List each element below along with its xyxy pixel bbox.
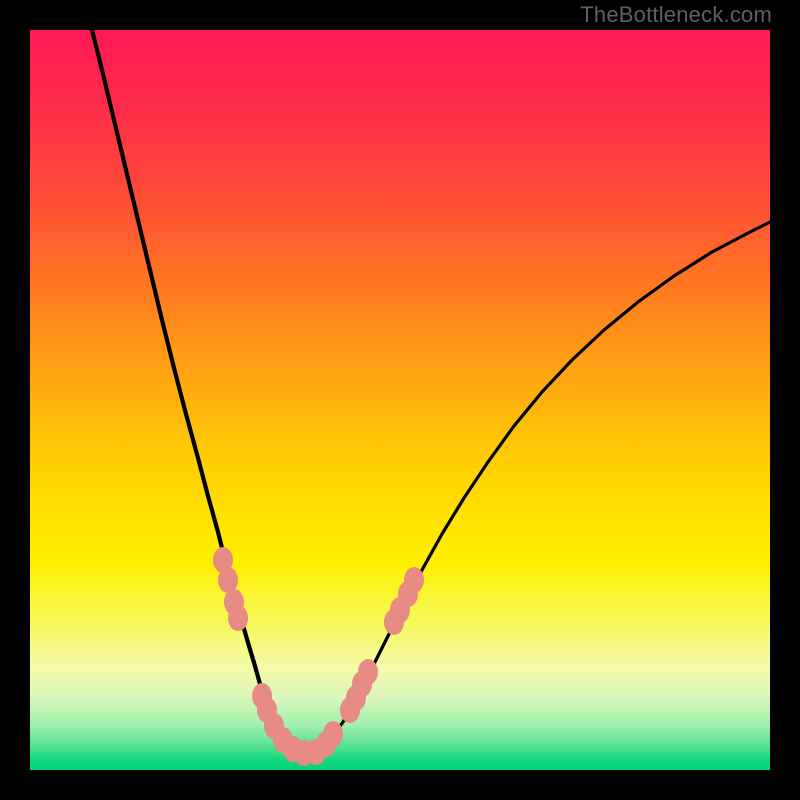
plot-area	[30, 30, 770, 770]
left-curve	[92, 30, 303, 753]
watermark-text: TheBottleneck.com	[580, 2, 772, 28]
data-marker	[323, 721, 343, 747]
figure-container: TheBottleneck.com	[0, 0, 800, 800]
curve-overlay	[30, 30, 770, 770]
data-marker	[358, 659, 378, 685]
data-marker	[228, 605, 248, 631]
data-marker	[404, 567, 424, 593]
